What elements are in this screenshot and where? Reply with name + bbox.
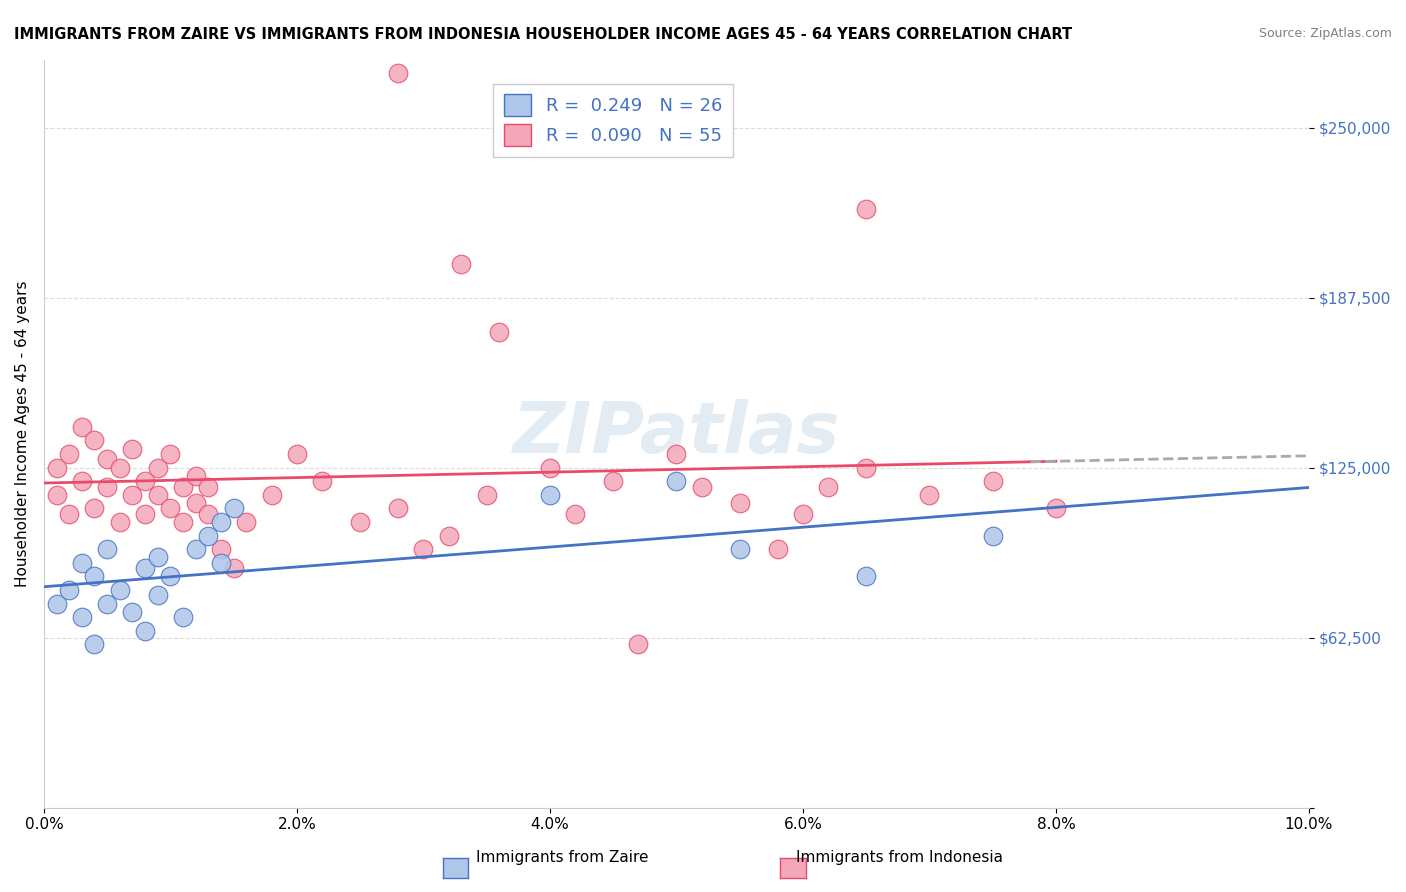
- Text: IMMIGRANTS FROM ZAIRE VS IMMIGRANTS FROM INDONESIA HOUSEHOLDER INCOME AGES 45 - : IMMIGRANTS FROM ZAIRE VS IMMIGRANTS FROM…: [14, 27, 1073, 42]
- Point: [58, 582, 80, 597]
- Point: [728, 542, 751, 557]
- Point: [209, 515, 232, 529]
- Point: [134, 475, 156, 489]
- Point: [83, 569, 105, 583]
- Point: [70, 475, 93, 489]
- Text: ZIPatlas: ZIPatlas: [513, 399, 839, 468]
- Point: [45, 460, 67, 475]
- Point: [235, 515, 257, 529]
- Point: [488, 325, 510, 339]
- Point: [146, 460, 169, 475]
- Point: [58, 507, 80, 521]
- Text: Immigrants from Zaire: Immigrants from Zaire: [477, 850, 648, 865]
- Point: [83, 434, 105, 448]
- Point: [159, 569, 181, 583]
- Point: [134, 561, 156, 575]
- Point: [437, 529, 460, 543]
- Point: [70, 556, 93, 570]
- Point: [58, 447, 80, 461]
- Point: [349, 515, 371, 529]
- Legend: R =  0.249   N = 26, R =  0.090   N = 55: R = 0.249 N = 26, R = 0.090 N = 55: [494, 84, 733, 156]
- Point: [728, 496, 751, 510]
- Point: [209, 556, 232, 570]
- Point: [564, 507, 586, 521]
- Point: [766, 542, 789, 557]
- Point: [197, 529, 219, 543]
- Y-axis label: Householder Income Ages 45 - 64 years: Householder Income Ages 45 - 64 years: [15, 280, 30, 587]
- Point: [184, 542, 207, 557]
- Point: [981, 529, 1004, 543]
- Point: [184, 468, 207, 483]
- Point: [627, 637, 650, 651]
- Point: [108, 515, 131, 529]
- Point: [70, 610, 93, 624]
- Point: [665, 447, 688, 461]
- Point: [121, 488, 143, 502]
- Point: [209, 542, 232, 557]
- Point: [918, 488, 941, 502]
- Point: [134, 624, 156, 638]
- Point: [121, 442, 143, 456]
- Point: [45, 597, 67, 611]
- Point: [134, 507, 156, 521]
- Point: [817, 480, 839, 494]
- Point: [197, 507, 219, 521]
- Point: [387, 66, 409, 80]
- Point: [855, 202, 877, 217]
- Point: [172, 480, 194, 494]
- Point: [83, 501, 105, 516]
- Point: [412, 542, 434, 557]
- Point: [96, 542, 118, 557]
- Point: [222, 501, 245, 516]
- Point: [450, 257, 472, 271]
- Point: [146, 589, 169, 603]
- Point: [311, 475, 333, 489]
- Point: [855, 460, 877, 475]
- Point: [96, 597, 118, 611]
- Point: [260, 488, 283, 502]
- Point: [792, 507, 814, 521]
- Point: [146, 550, 169, 565]
- Point: [197, 480, 219, 494]
- Point: [285, 447, 308, 461]
- Point: [159, 501, 181, 516]
- Point: [96, 452, 118, 467]
- Point: [121, 605, 143, 619]
- Text: Immigrants from Indonesia: Immigrants from Indonesia: [796, 850, 1004, 865]
- Point: [83, 637, 105, 651]
- Text: Source: ZipAtlas.com: Source: ZipAtlas.com: [1258, 27, 1392, 40]
- Point: [184, 496, 207, 510]
- Point: [108, 582, 131, 597]
- Point: [45, 488, 67, 502]
- Point: [690, 480, 713, 494]
- Point: [387, 501, 409, 516]
- Point: [538, 488, 561, 502]
- Point: [96, 480, 118, 494]
- Point: [602, 475, 624, 489]
- Point: [1045, 501, 1067, 516]
- Point: [665, 475, 688, 489]
- Point: [538, 460, 561, 475]
- Point: [159, 447, 181, 461]
- Point: [146, 488, 169, 502]
- Point: [855, 569, 877, 583]
- Point: [475, 488, 498, 502]
- Point: [172, 610, 194, 624]
- Point: [108, 460, 131, 475]
- Point: [981, 475, 1004, 489]
- Point: [70, 420, 93, 434]
- Point: [172, 515, 194, 529]
- Point: [222, 561, 245, 575]
